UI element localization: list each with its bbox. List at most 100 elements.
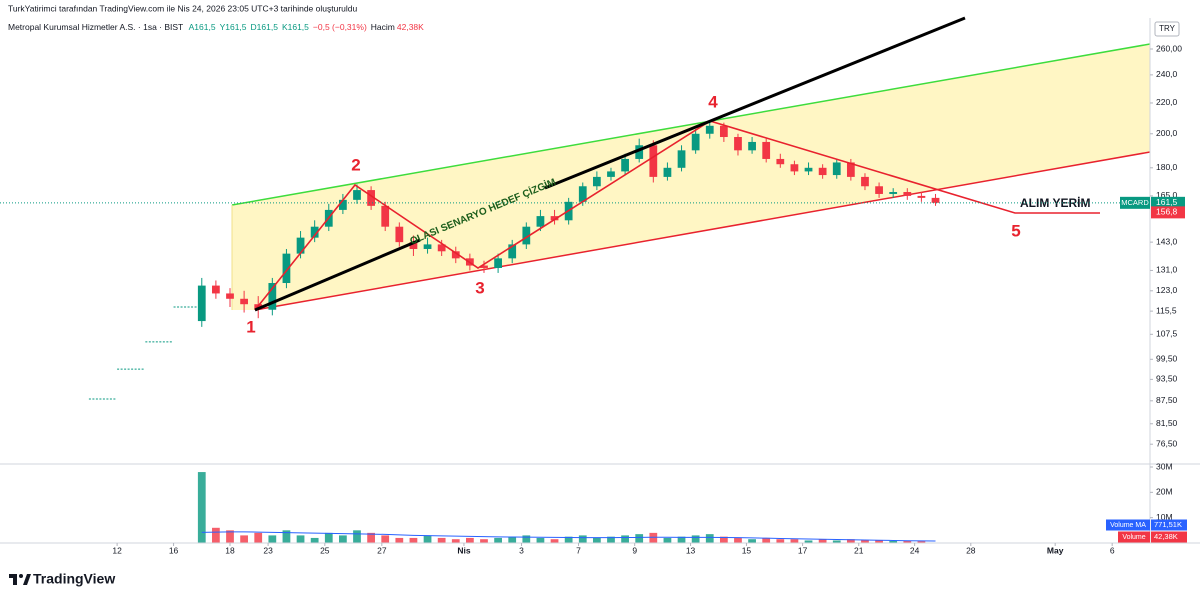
candle-body (226, 293, 234, 299)
volume-value: 42,38K (1154, 532, 1178, 541)
volume-bar (564, 536, 573, 543)
volume-value-tag (1151, 531, 1187, 543)
volume-ma-tag (1106, 519, 1150, 531)
volume-bar (226, 530, 234, 543)
volume-bar (776, 539, 785, 543)
volume-value: 42,38K (397, 22, 424, 32)
candle-body (310, 226, 319, 238)
volume-bar (550, 539, 559, 543)
candle-body (423, 244, 432, 249)
candle-body (649, 145, 658, 177)
volume-bar (691, 535, 700, 543)
volume-ma-value-tag (1151, 519, 1187, 531)
volume-bar (480, 539, 488, 543)
x-tick-label: 21 (854, 545, 864, 555)
volume-bar (437, 537, 446, 543)
candle-body (578, 186, 587, 202)
volume-bar (578, 535, 587, 543)
y-tick-label: 99,50 (1156, 354, 1178, 364)
ticker-tag (1120, 196, 1150, 209)
symbol: Metropal Kurumsal Hizmetler A.S. · 1sa ·… (8, 22, 183, 32)
candle-body (846, 162, 855, 177)
wave-label: 5 (1011, 221, 1020, 240)
candle-body (395, 226, 404, 243)
y-tick-label: 76,50 (1156, 438, 1178, 448)
candle-body (592, 176, 601, 187)
volume-bar (254, 532, 263, 543)
candle-body (437, 244, 446, 252)
x-tick-label: 3 (519, 545, 524, 555)
x-tick-label: 13 (686, 545, 696, 555)
volume-bar (395, 537, 404, 543)
ohlc: K161,5 (282, 22, 309, 32)
volume-bar (846, 539, 855, 543)
candle-body (677, 150, 686, 168)
x-tick-label: 28 (966, 545, 976, 555)
candle-body (903, 192, 912, 196)
x-tick-label: 23 (263, 545, 273, 555)
volume-bar (212, 527, 220, 543)
candle-body (409, 242, 418, 249)
x-tick-label: 16 (169, 545, 179, 555)
y-tick-label: 123,0 (1156, 285, 1178, 295)
candle-body (212, 285, 220, 294)
candle-body (832, 162, 841, 176)
volume-bar (649, 532, 658, 543)
candle-body (734, 137, 742, 151)
volume-name: Hacim (371, 22, 395, 32)
x-tick-label: 6 (1110, 545, 1115, 555)
candle-body (353, 190, 361, 200)
wave-label: 4 (708, 92, 718, 111)
symbol-legend: Metropal Kurumsal Hizmetler A.S. · 1sa ·… (8, 22, 424, 32)
target-line (544, 16, 966, 190)
volume-bar (663, 537, 672, 543)
wave-lines (254, 120, 1100, 311)
x-tick-label: Nis (457, 545, 471, 555)
channel-fill (232, 44, 1150, 310)
volume-bar (705, 534, 714, 543)
change: −0,5 (−0,31%) (313, 22, 367, 32)
wave-label: 1 (246, 317, 255, 336)
y-tick-label: 200,0 (1156, 128, 1178, 138)
candle-body (663, 167, 672, 177)
candle-body (790, 164, 799, 172)
volume-tick-label: 30M (1156, 461, 1173, 471)
volume-bar (607, 536, 615, 543)
volume-bar (367, 532, 375, 543)
candle-body (621, 158, 629, 172)
y-tick-label: 240,0 (1156, 69, 1178, 79)
candle-body (776, 158, 785, 165)
target-line (254, 238, 421, 312)
wave-label: 2 (351, 155, 360, 174)
candle-body (917, 195, 926, 198)
ohlc: Y161,5 (220, 22, 247, 32)
x-tick-label: 27 (377, 545, 387, 555)
y-tick-label: 131,0 (1156, 265, 1178, 275)
candle-body (522, 226, 531, 245)
candle-body (818, 167, 827, 176)
candle-body (536, 216, 545, 227)
volume-bar (282, 530, 291, 543)
volume-bar (621, 535, 629, 543)
x-tick-label: 7 (576, 545, 581, 555)
volume-bar (465, 537, 474, 543)
x-tick-label: 24 (910, 545, 920, 555)
candle-body (282, 253, 291, 284)
volume-bar (353, 530, 361, 543)
y-tick-label: 180,0 (1156, 162, 1178, 172)
brand: TradingView (33, 571, 115, 587)
volume-bar (734, 537, 742, 543)
wave-label: 3 (475, 278, 484, 297)
candle-body (705, 125, 714, 134)
volume-bar (197, 472, 206, 543)
volume-bar (719, 536, 728, 543)
last-price-tag (1151, 196, 1185, 209)
volume-bar (324, 532, 333, 543)
y-tick-label: 165,0 (1156, 190, 1178, 200)
candle-body (804, 167, 813, 172)
candle-body (691, 133, 700, 151)
upper-trendline (231, 43, 1151, 206)
candle-body (381, 205, 390, 227)
candle-body (339, 199, 347, 210)
candle-body (875, 186, 883, 194)
